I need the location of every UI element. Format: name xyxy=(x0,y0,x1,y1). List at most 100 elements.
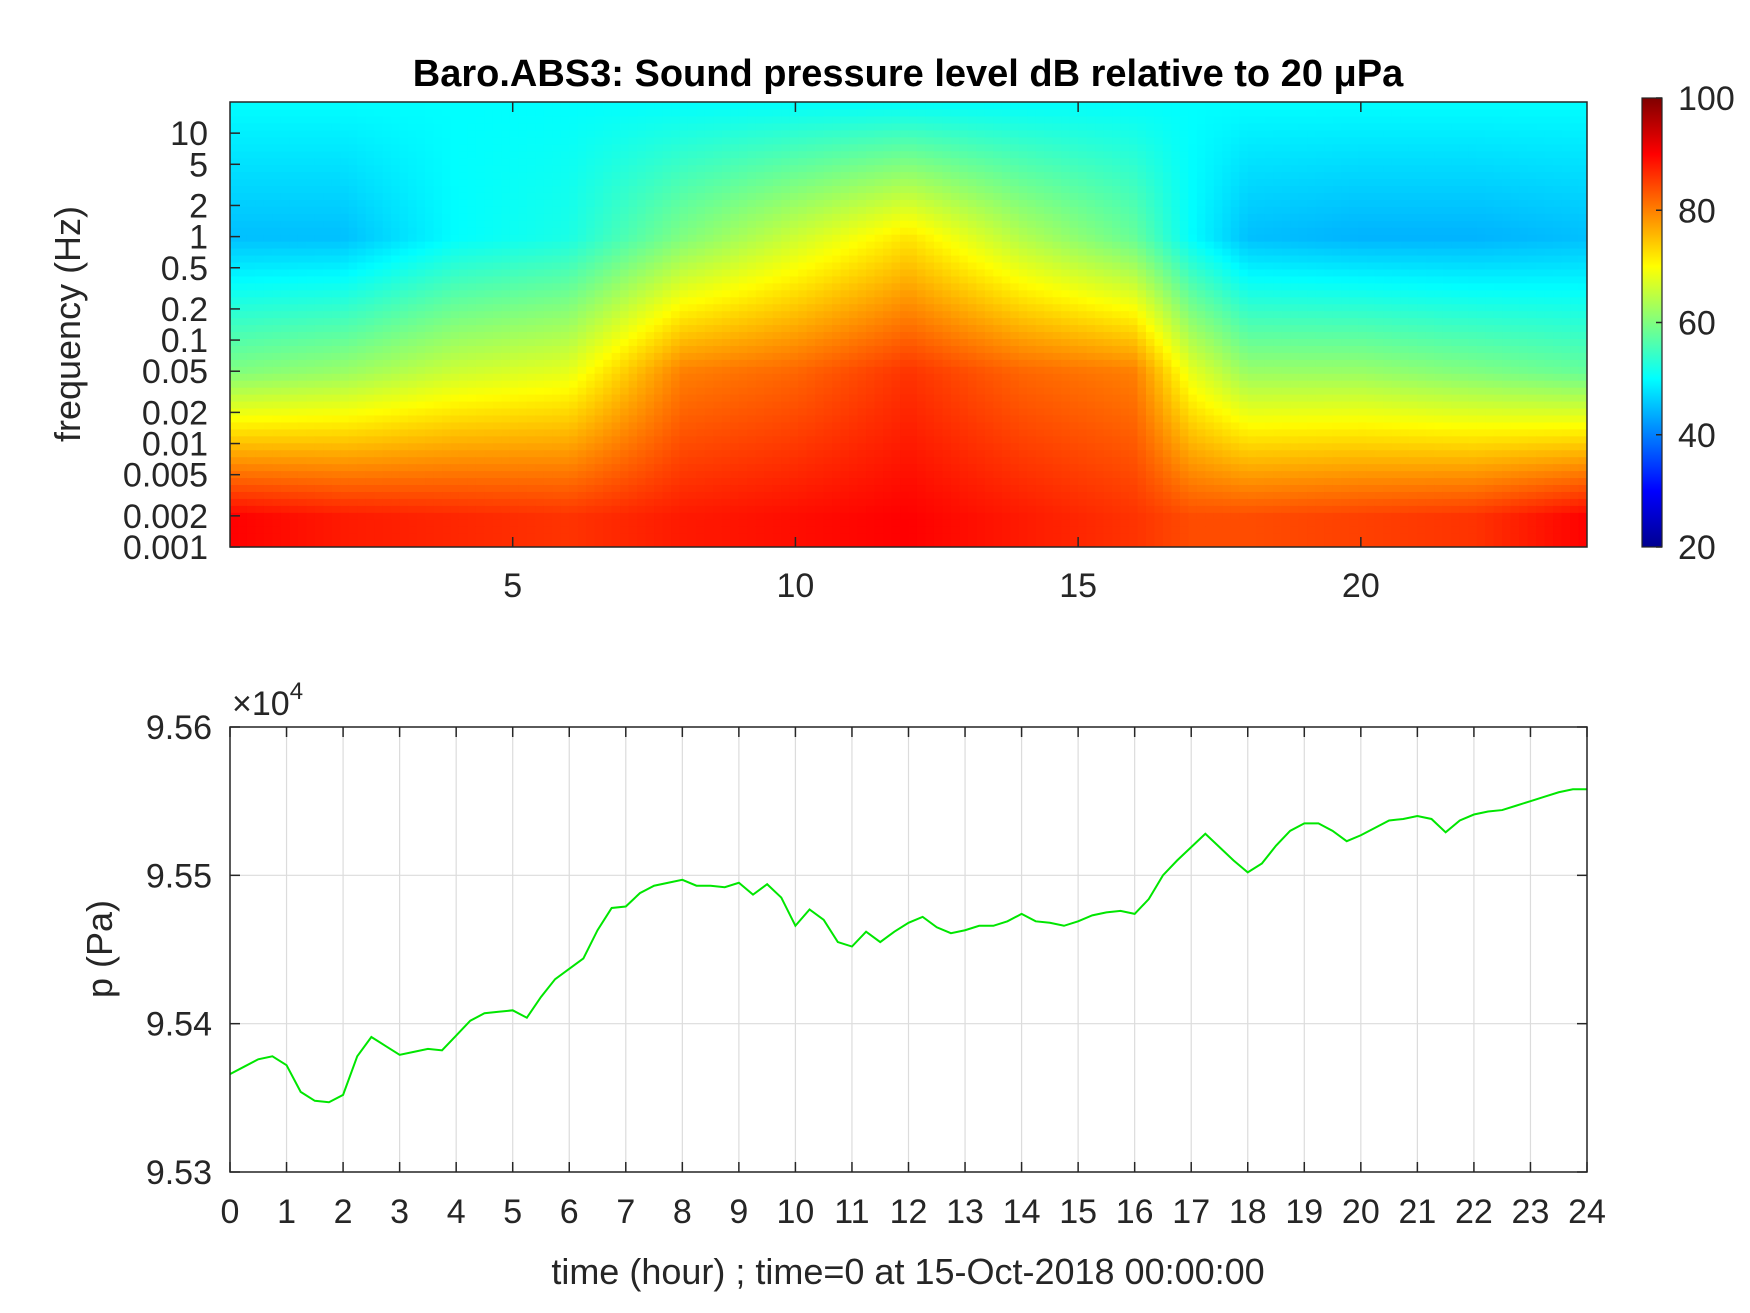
spectrogram-cell xyxy=(883,373,893,381)
spectrogram-cell xyxy=(331,428,341,437)
spectrogram-cell xyxy=(399,282,409,291)
spectrogram-cell xyxy=(679,477,689,486)
spectrogram-cell xyxy=(823,505,833,513)
spectrogram-cell xyxy=(704,442,715,451)
spectrogram-cell xyxy=(611,519,621,527)
spectrogram-cell xyxy=(857,519,867,527)
spectrogram-cell xyxy=(382,414,392,423)
spectrogram-cell xyxy=(230,289,240,298)
spectrogram-cell xyxy=(832,512,842,520)
spectrogram-cell xyxy=(230,303,240,312)
spectrogram-cell xyxy=(230,428,240,437)
spectrogram-cell xyxy=(467,498,477,506)
spectrogram-cell xyxy=(289,164,299,173)
spectrogram-cell xyxy=(501,512,511,520)
spectrogram-cell xyxy=(230,414,240,423)
spectrogram-cell xyxy=(806,178,816,187)
spectrogram-cell xyxy=(849,540,859,547)
spectrogram-cell xyxy=(475,296,486,305)
spectrogram-cell xyxy=(662,526,672,534)
spectrogram-cell xyxy=(442,199,452,207)
spectrogram-cell xyxy=(357,512,367,520)
spectrogram-cell xyxy=(781,380,791,388)
spectrogram-cell xyxy=(577,296,587,305)
spectrogram-cell xyxy=(637,296,647,305)
spectrogram-cell xyxy=(535,519,545,527)
spectrogram-cell xyxy=(552,498,562,506)
spectrogram-cell xyxy=(832,456,842,465)
spectrogram-cell xyxy=(246,352,257,360)
spectrogram-cell xyxy=(518,421,528,430)
spectrogram-cell xyxy=(408,484,418,492)
spectrogram-cell xyxy=(671,533,681,541)
spectrogram-cell xyxy=(645,254,655,263)
spectrogram-cell xyxy=(408,526,418,534)
spectrogram-cell xyxy=(603,428,613,437)
spectrogram-cell xyxy=(467,220,477,228)
spectrogram-cell xyxy=(331,512,341,520)
spectrogram-cell xyxy=(238,254,248,263)
spectrogram-cell xyxy=(416,150,426,159)
spectrogram-cell xyxy=(679,505,689,513)
spectrogram-cell xyxy=(569,303,579,312)
spectrogram-cell xyxy=(645,206,655,214)
spectrogram-cell xyxy=(586,442,596,451)
spectrogram-cell xyxy=(365,150,375,159)
spectrogram-cell xyxy=(637,331,647,339)
spectrogram-cell xyxy=(866,268,876,277)
spectrogram-cell xyxy=(374,449,384,458)
spectrogram-cell xyxy=(391,505,401,513)
spectrogram-cell xyxy=(365,129,375,138)
spectrogram-cell xyxy=(764,387,774,395)
spectrogram-cell xyxy=(374,108,384,117)
spectrogram-cell xyxy=(433,310,443,319)
spectrogram-cell xyxy=(314,338,324,346)
spectrogram-cell xyxy=(382,115,392,124)
spectrogram-cell xyxy=(323,296,333,305)
spectrogram-cell xyxy=(518,484,528,492)
spectrogram-cell xyxy=(806,192,816,200)
spectrogram-cell xyxy=(263,296,274,305)
spectrogram-cell xyxy=(696,400,706,409)
spectrogram-cell xyxy=(467,213,477,221)
spectrogram-cell xyxy=(696,185,706,193)
spectrogram-cell xyxy=(365,185,375,193)
spectrogram-cell xyxy=(399,220,409,228)
spectrogram-cell xyxy=(255,150,265,159)
spectrogram-cell xyxy=(306,282,316,291)
spectrogram-cell xyxy=(289,407,299,416)
spectrogram-cell xyxy=(374,345,384,353)
spectrogram-cell xyxy=(781,234,791,242)
spectrogram-cell xyxy=(340,477,350,486)
spectrogram-cell xyxy=(594,505,604,513)
spectrogram-cell xyxy=(357,164,367,173)
spectrogram-cell xyxy=(382,359,392,367)
spectrogram-cell xyxy=(823,282,833,291)
spectrogram-cell xyxy=(365,102,375,110)
spectrogram-cell xyxy=(747,164,757,173)
spectrogram-cell xyxy=(297,164,307,173)
spectrogram-cell xyxy=(586,540,596,547)
spectrogram-cell xyxy=(246,303,257,312)
spectrogram-cell xyxy=(518,407,528,416)
spectrogram-cell xyxy=(458,206,469,214)
spectrogram-cell xyxy=(883,505,893,513)
spectrogram-cell xyxy=(416,463,426,472)
spectrogram-cell xyxy=(475,213,486,221)
spectrogram-cell xyxy=(391,261,401,270)
spectrogram-cell xyxy=(713,533,723,541)
spectrogram-cell xyxy=(594,442,604,451)
spectrogram-cell xyxy=(883,338,893,346)
spectrogram-cell xyxy=(475,234,486,242)
spectrogram-cell xyxy=(730,143,740,152)
spectrogram-cell xyxy=(654,387,664,395)
spectrogram-cell xyxy=(806,213,816,221)
spectrogram-cell xyxy=(696,178,706,187)
spectrogram-cell xyxy=(849,268,859,277)
spectrogram-cell xyxy=(399,150,409,159)
spectrogram-cell xyxy=(586,192,596,200)
spectrogram-cell xyxy=(399,442,409,451)
spectrogram-cell xyxy=(781,435,791,444)
spectrogram-cell xyxy=(340,102,350,110)
spectrogram-cell xyxy=(874,129,884,138)
